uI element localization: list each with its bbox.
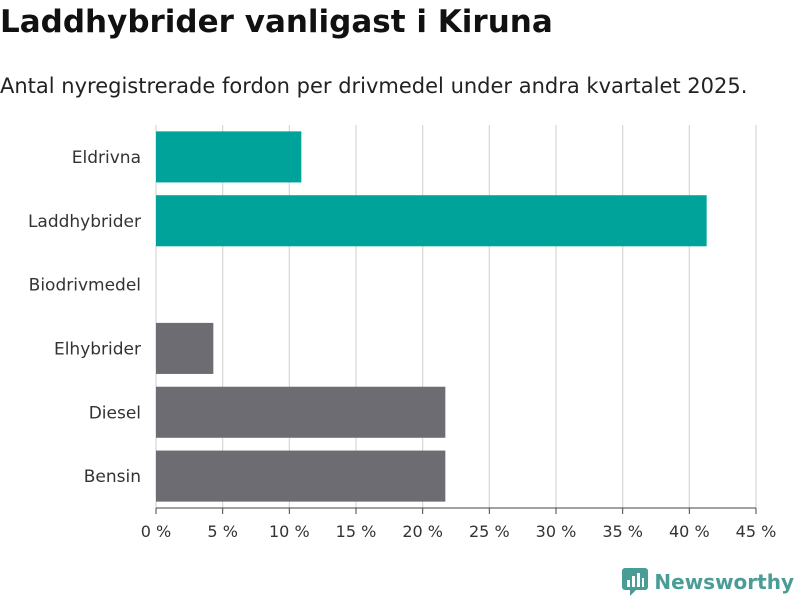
x-tick-label: 15 % (336, 522, 377, 541)
x-tick-label: 45 % (736, 522, 777, 541)
category-label: Diesel (89, 403, 141, 423)
bar (156, 131, 302, 183)
category-label: Eldrivna (72, 148, 141, 168)
x-tick-label: 20 % (402, 522, 443, 541)
category-labels: Eldrivna Laddhybrider Biodrivmedel Elhybrid… (28, 148, 141, 487)
x-tick-label: 40 % (669, 522, 710, 541)
newsworthy-logo-icon (622, 568, 649, 596)
x-tick-label: 10 % (269, 522, 310, 541)
chart-title: Laddhybrider vanligast i Kiruna (0, 4, 553, 40)
x-tick-label: 35 % (602, 522, 643, 541)
x-tick-label: 30 % (536, 522, 577, 541)
category-label: Elhybrider (54, 339, 141, 359)
chart-subtitle: Antal nyregistrerade fordon per drivmede… (0, 74, 748, 98)
bar (156, 322, 214, 374)
x-axis: 0 % 5 % 10 % 15 % 20 % 25 % 30 % 35 % 40 % 45 % (141, 507, 777, 541)
category-label: Laddhybrider (28, 212, 141, 232)
category-label: Biodrivmedel (29, 276, 141, 296)
x-tick-label: 0 % (141, 522, 171, 541)
bar (156, 195, 707, 247)
x-tick-label: 5 % (207, 522, 237, 541)
x-tick-label: 25 % (469, 522, 510, 541)
brand-name: Newsworthy (654, 570, 794, 594)
bar (156, 386, 446, 438)
grid-lines (155, 125, 757, 508)
brand-logo: Newsworthy (622, 568, 794, 596)
bars (156, 131, 707, 502)
bar (156, 450, 446, 502)
category-label: Bensin (84, 467, 141, 487)
